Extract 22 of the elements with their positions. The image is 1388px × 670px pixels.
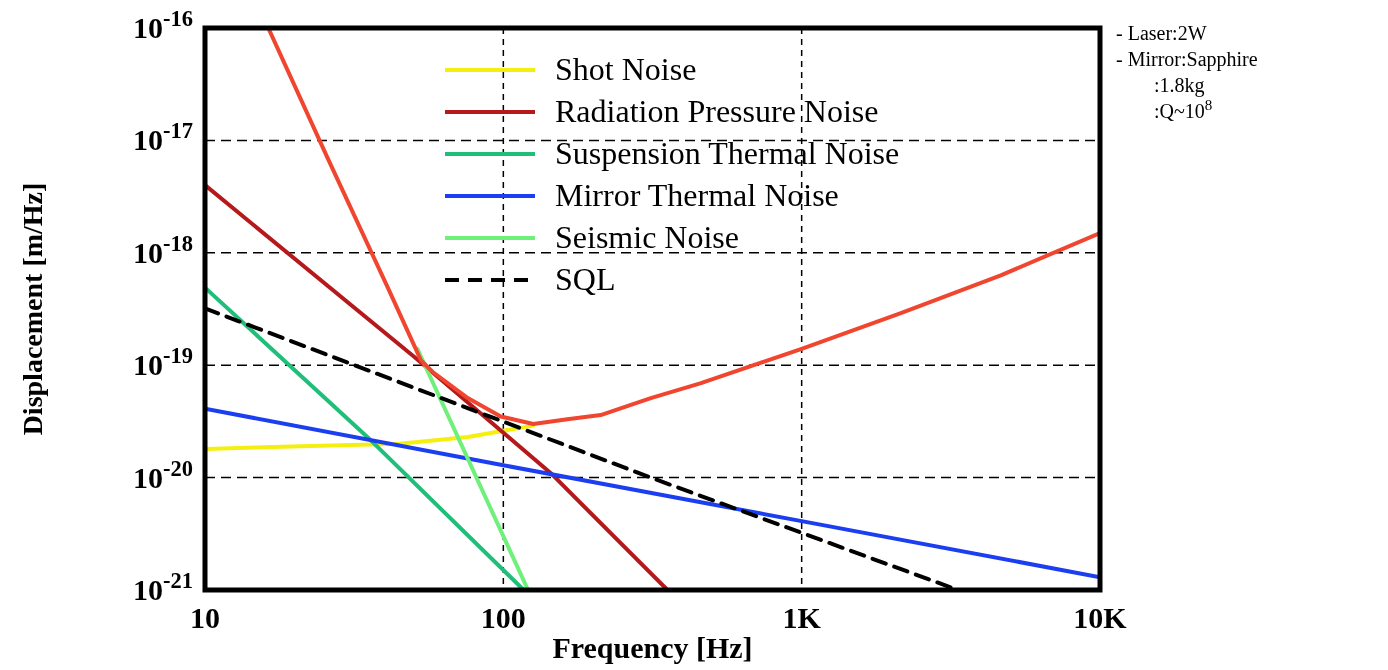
text: - Laser:2W	[1116, 22, 1207, 44]
x-tick-label: 10K	[1073, 601, 1128, 634]
y-tick-label: 10$^{-19}$	[133, 342, 193, 382]
text: - Mirror:Sapphire	[1116, 48, 1258, 71]
y-tick-label: 10$^{-21}$	[133, 567, 193, 606]
y-axis-title: Displacement [m/Hz]	[17, 182, 48, 436]
text: :Q~10$^{8}$	[1154, 97, 1213, 122]
legend-label: Seismic Noise	[555, 219, 739, 255]
legend-label: Shot Noise	[555, 51, 697, 87]
y-tick-label: 10$^{-18}$	[133, 230, 193, 269]
text: :1.8kg	[1154, 74, 1205, 97]
x-tick-label: 10	[190, 601, 220, 634]
x-tick-label: 100	[480, 601, 526, 634]
legend-label: Suspension Thermal Noise	[555, 135, 900, 171]
legend-label: Mirror Thermal Noise	[555, 177, 839, 213]
y-tick-label: 10$^{-16}$	[133, 5, 193, 44]
legend-label: SQL	[555, 261, 616, 297]
x-axis-title: Frequency [Hz]	[552, 631, 753, 664]
legend-label: Radiation Pressure Noise	[555, 93, 879, 129]
x-tick-label: 1K	[782, 601, 822, 634]
y-tick-label: 10$^{-17}$	[133, 117, 193, 157]
y-tick-label: 10$^{-20}$	[133, 455, 193, 494]
